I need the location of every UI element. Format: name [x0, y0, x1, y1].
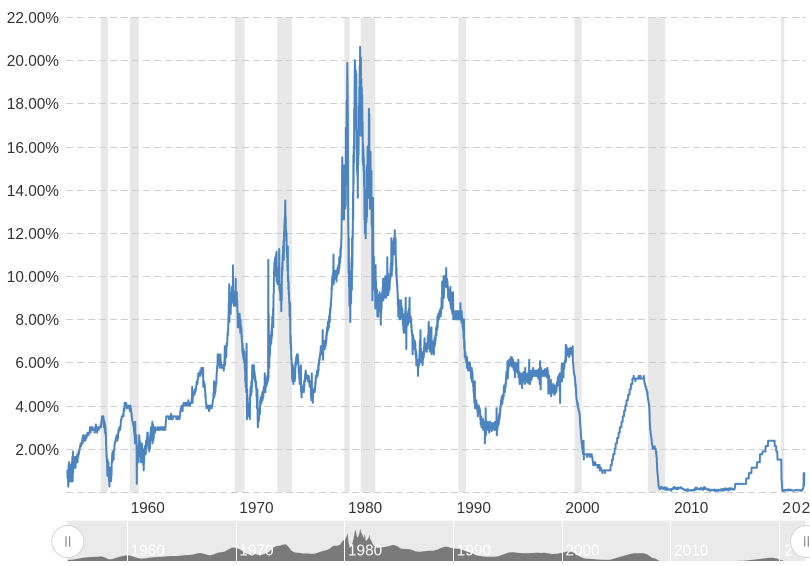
svg-text:16.00%: 16.00%	[7, 140, 60, 157]
svg-text:1980: 1980	[348, 500, 382, 517]
svg-text:4.00%: 4.00%	[15, 399, 59, 416]
svg-text:2010: 2010	[674, 543, 708, 560]
svg-text:18.00%: 18.00%	[7, 96, 60, 113]
svg-text:2020: 2020	[782, 500, 810, 517]
svg-text:2.00%: 2.00%	[15, 442, 59, 459]
svg-text:8.00%: 8.00%	[15, 312, 59, 329]
svg-text:1980: 1980	[348, 543, 382, 560]
svg-text:12.00%: 12.00%	[7, 226, 60, 243]
svg-text:1960: 1960	[131, 500, 165, 517]
svg-text:22.00%: 22.00%	[7, 10, 60, 27]
svg-text:20.00%: 20.00%	[7, 53, 60, 70]
svg-text:10.00%: 10.00%	[7, 269, 60, 286]
svg-text:14.00%: 14.00%	[7, 183, 60, 200]
svg-text:6.00%: 6.00%	[15, 355, 59, 372]
svg-text:1960: 1960	[131, 543, 165, 560]
svg-text:1970: 1970	[239, 543, 273, 560]
svg-text:1990: 1990	[457, 500, 491, 517]
svg-text:1970: 1970	[239, 500, 273, 517]
svg-text:2000: 2000	[565, 543, 599, 560]
svg-text:2010: 2010	[674, 500, 708, 517]
svg-text:2000: 2000	[565, 500, 599, 517]
svg-text:1990: 1990	[457, 543, 491, 560]
